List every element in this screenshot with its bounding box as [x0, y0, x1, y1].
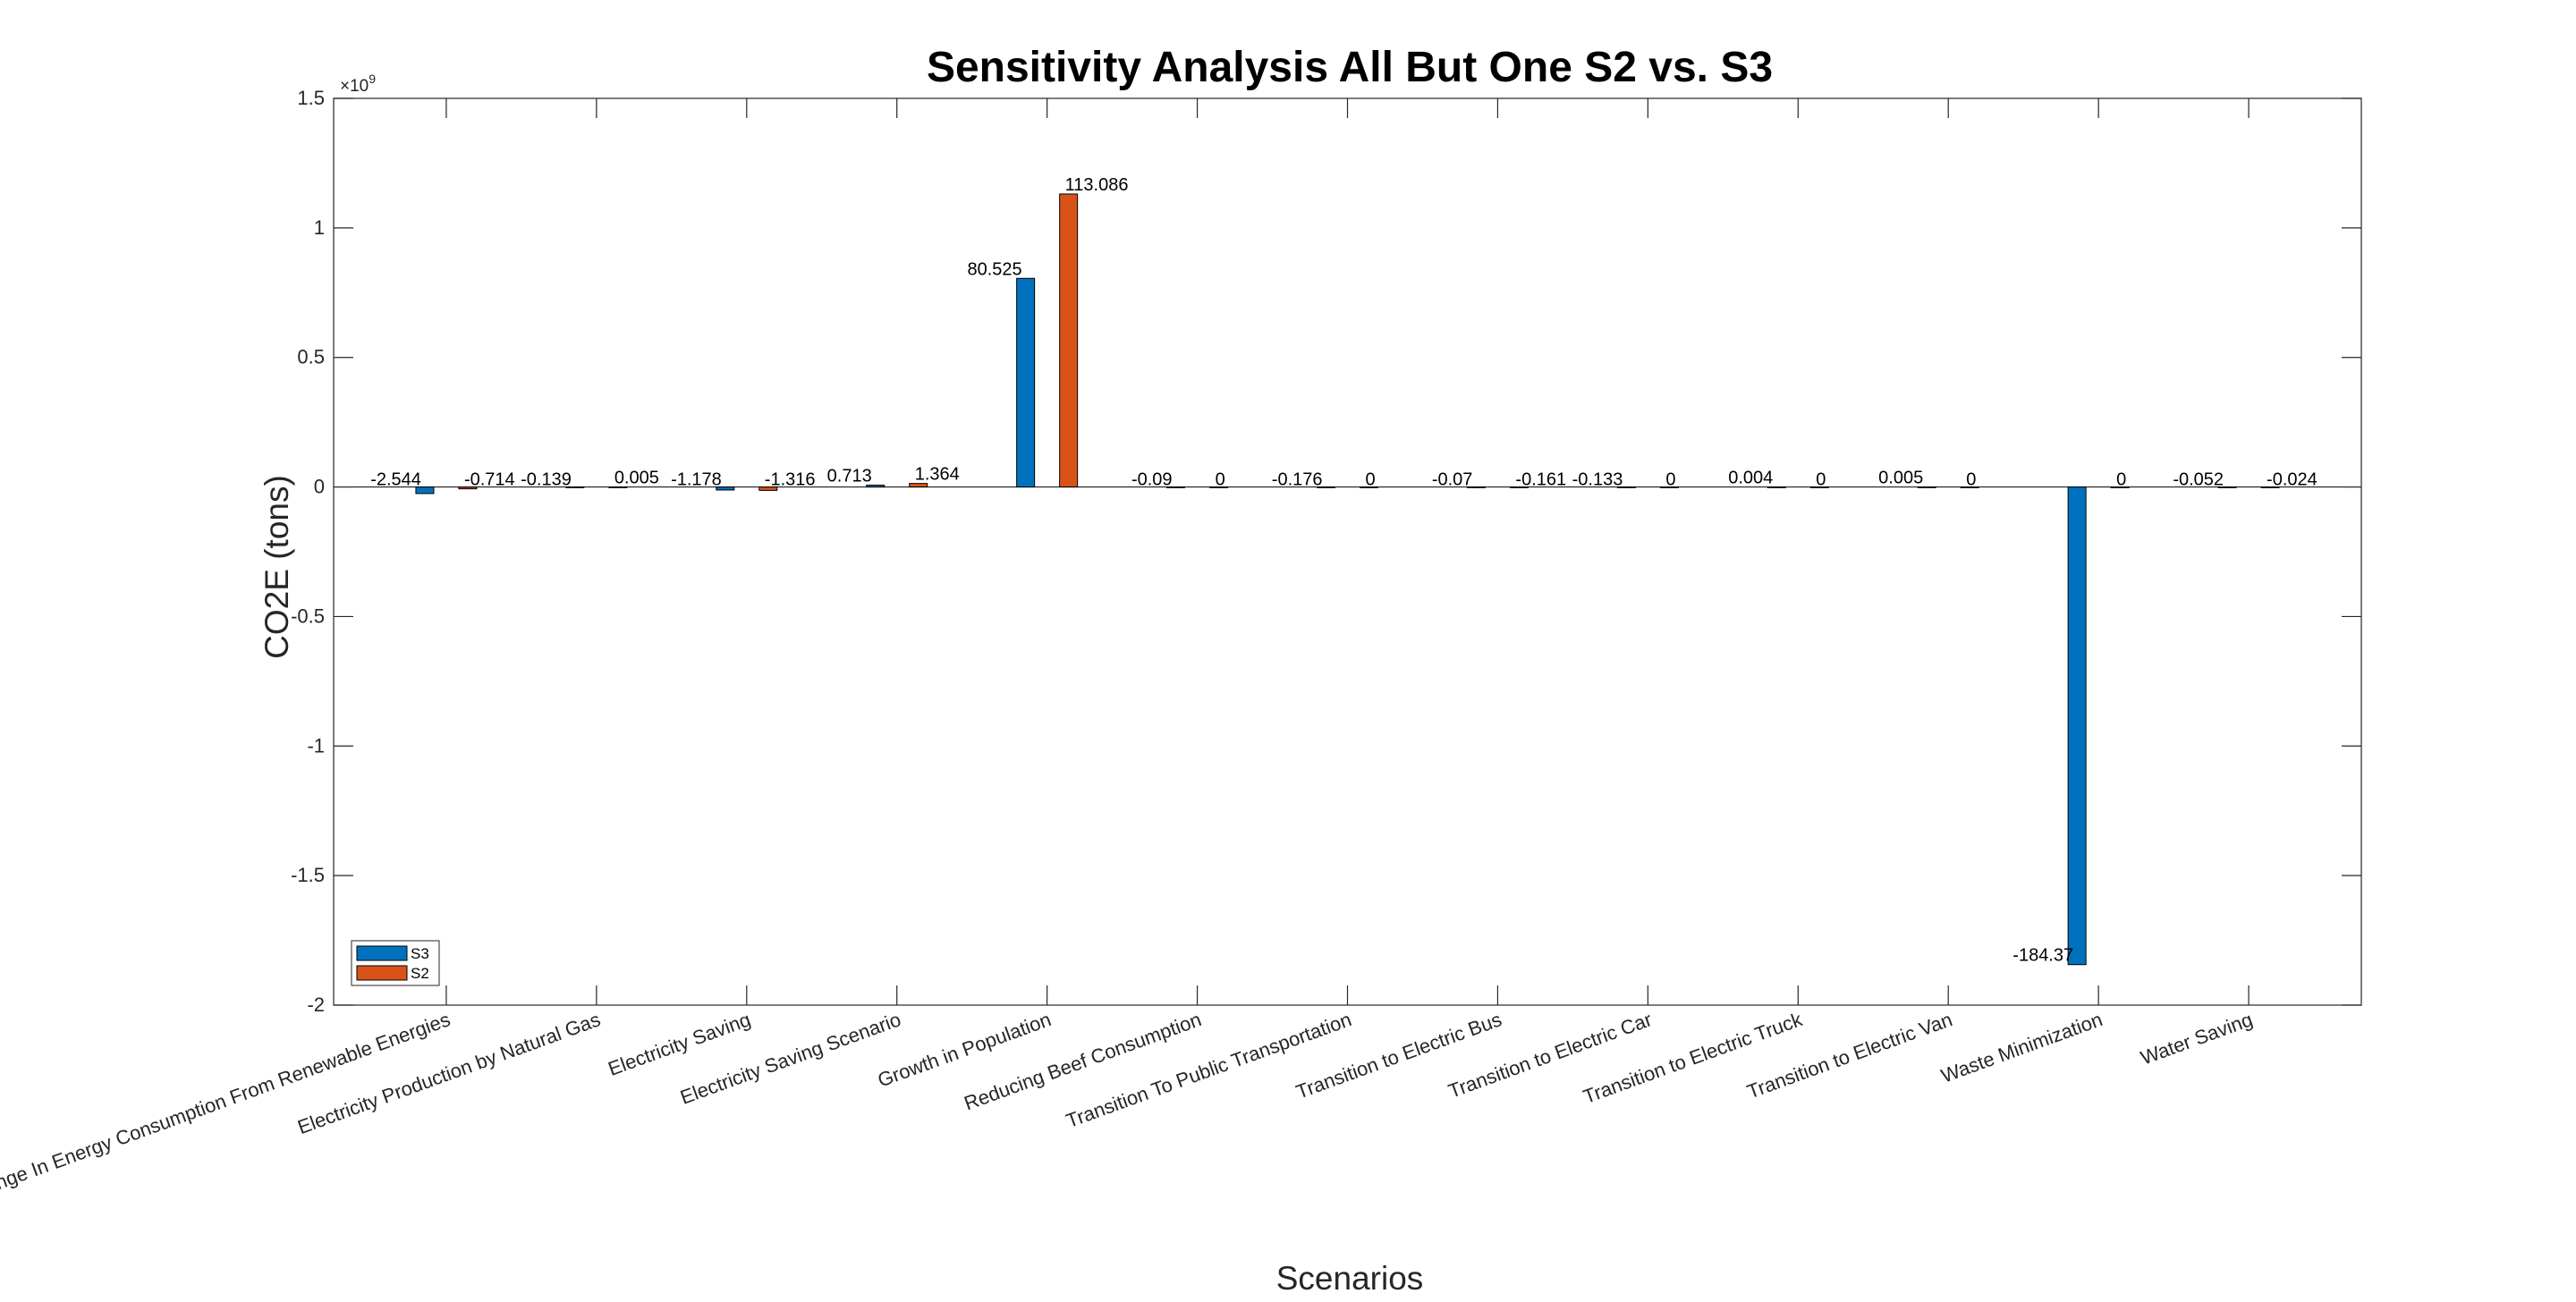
bar-s2-4: [1059, 193, 1079, 488]
data-label-s2-7: -0.161: [1515, 470, 1566, 490]
data-label-s2-3: 1.364: [915, 465, 960, 485]
data-label-s3-11: -184.37: [2012, 946, 2073, 966]
x-tick-label-5: Reducing Beef Consumption: [962, 1008, 1205, 1114]
data-label-s2-4: 113.086: [1065, 175, 1129, 195]
data-label-s3-7: -0.07: [1432, 470, 1473, 490]
data-label-s3-12: -0.052: [2173, 470, 2224, 490]
bar-s3-11: [2067, 486, 2087, 966]
data-label-s2-2: -1.316: [765, 470, 816, 490]
y-axis-label: CO2E (tons): [258, 475, 295, 659]
x-tick-label-11: Waste Minimization: [1938, 1008, 2106, 1086]
x-tick-label-6: Transition To Public Transportation: [1063, 1008, 1354, 1132]
data-label-s2-6: 0: [1366, 470, 1376, 490]
data-label-s2-12: -0.024: [2267, 470, 2318, 490]
data-label-s2-10: 0: [1966, 470, 1976, 490]
data-label-s3-1: -0.139: [521, 470, 572, 490]
data-label-s2-0: -0.714: [464, 470, 515, 490]
y-exponent-power: 9: [369, 72, 376, 86]
y-exponent-base: ×10: [340, 77, 369, 96]
y-tick-label-5: 0.5: [297, 346, 325, 368]
data-label-s3-9: 0.004: [1728, 469, 1773, 488]
legend-label-s2: S2: [411, 965, 429, 982]
data-label-s2-9: 0: [1816, 470, 1826, 490]
data-label-s3-6: -0.176: [1272, 470, 1323, 490]
plot-area: [334, 98, 2361, 1005]
y-tick-label-2: -1: [307, 734, 325, 757]
legend-swatch-s2: [356, 965, 408, 981]
y-tick-label-6: 1: [314, 216, 325, 239]
data-label-s2-5: 0: [1216, 470, 1225, 490]
y-tick-label-0: -2: [307, 993, 325, 1016]
legend-label-s3: S3: [411, 945, 429, 962]
data-label-s2-1: 0.005: [614, 469, 659, 488]
data-label-s2-11: 0: [2116, 470, 2126, 490]
data-label-s3-2: -1.178: [671, 470, 722, 490]
data-label-s3-3: 0.713: [827, 467, 872, 486]
y-tick-label-4: 0: [314, 476, 325, 498]
data-label-s2-8: 0: [1665, 470, 1675, 490]
legend-swatch-s3: [356, 945, 408, 961]
data-label-s3-0: -2.544: [370, 470, 421, 490]
bar-s3-4: [1016, 277, 1036, 488]
data-label-s3-8: -0.133: [1572, 470, 1623, 490]
data-label-s3-4: 80.525: [967, 259, 1021, 279]
chart-title: Sensitivity Analysis All But One S2 vs. …: [927, 44, 1773, 91]
data-label-s3-10: 0.005: [1878, 469, 1923, 488]
x-axis-label: Scenarios: [1276, 1260, 1424, 1297]
y-tick-label-7: 1.5: [297, 87, 325, 109]
x-tick-label-12: Water Saving: [2138, 1008, 2256, 1069]
y-tick-label-1: -1.5: [291, 864, 325, 886]
y-tick-label-3: -0.5: [291, 604, 325, 627]
data-label-s3-5: -0.09: [1131, 470, 1173, 490]
y-exponent: ×109: [340, 72, 376, 96]
